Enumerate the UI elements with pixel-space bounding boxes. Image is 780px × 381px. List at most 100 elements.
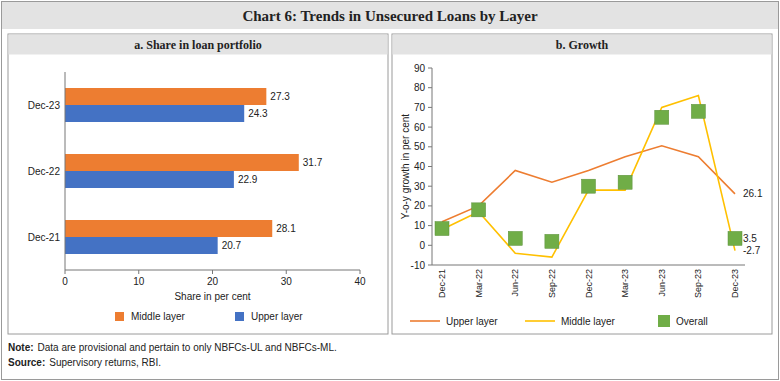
marker: [508, 231, 522, 245]
bar: [65, 171, 234, 188]
category-label: Dec-23: [28, 100, 61, 111]
tick: [65, 270, 66, 274]
marker: [545, 234, 559, 248]
category-label: Sep-23: [693, 269, 703, 298]
tick-label: 0: [419, 240, 425, 251]
category-label: Mar-23: [620, 269, 630, 298]
category-label: Dec-23: [730, 269, 740, 298]
tick-label: 50: [414, 141, 426, 152]
note: Note: Data are provisional and pertain to…: [8, 342, 337, 353]
marker: [472, 203, 486, 217]
data-label: 20.7: [222, 240, 242, 251]
tick-label: 70: [414, 102, 426, 113]
tick: [428, 245, 432, 246]
tick-label: 30: [414, 181, 426, 192]
tick-label: 40: [354, 276, 366, 287]
tick: [428, 107, 432, 108]
legend-swatch: [658, 315, 670, 327]
data-label: 22.9: [238, 174, 258, 185]
data-label: 3.5: [743, 233, 757, 244]
data-label: 27.3: [270, 91, 290, 102]
category-label: Dec-21: [28, 232, 61, 243]
legend-label: Upper layer: [446, 316, 498, 327]
tick: [428, 205, 432, 206]
panel-title: b. Growth: [556, 38, 609, 52]
panel-band: [393, 35, 772, 55]
tick-label: 30: [281, 276, 293, 287]
tick: [428, 166, 432, 167]
data-label: -2.7: [743, 245, 761, 256]
chart-root: Chart 6: Trends in Unsecured Loans by La…: [0, 0, 780, 381]
note-label: Note:: [8, 342, 34, 353]
tick: [212, 270, 213, 274]
line: [442, 146, 735, 222]
tick-label: 60: [414, 122, 426, 133]
frame: [2, 2, 779, 380]
tick: [360, 270, 361, 274]
marker: [435, 222, 449, 236]
axis-label: Y-o-y growth in per cent: [400, 114, 411, 219]
bars: [65, 88, 299, 254]
tick: [428, 87, 432, 88]
tick: [138, 270, 139, 274]
x-axis: [432, 265, 745, 266]
marker: [728, 231, 742, 245]
category-label: Mar-22: [474, 269, 484, 298]
tick-label: 0: [62, 276, 68, 287]
tick-label: 90: [414, 63, 426, 74]
marker: [691, 104, 705, 118]
data-label: 24.3: [248, 108, 268, 119]
bar: [65, 237, 218, 254]
legend-label: Middle layer: [561, 316, 616, 327]
legend-label: Upper layer: [251, 311, 303, 322]
source: Source:Supervisory returns, RBI.: [8, 357, 161, 368]
tick-label: -10: [411, 260, 426, 271]
series-group: [435, 96, 742, 258]
panel-band: [9, 35, 388, 55]
axis-label: Share in per cent: [174, 291, 250, 302]
tick-label: 10: [414, 220, 426, 231]
bar: [65, 220, 272, 237]
panel: [8, 34, 388, 334]
bar: [65, 88, 266, 105]
marker: [582, 179, 596, 193]
tick: [428, 68, 432, 69]
title: Chart 6: Trends in Unsecured Loans by La…: [242, 8, 538, 24]
category-label: Dec-21: [437, 269, 447, 298]
tick: [428, 225, 432, 226]
legend-swatch: [525, 320, 555, 322]
source-label: Source:: [8, 357, 45, 368]
legend-label: Middle layer: [131, 311, 186, 322]
data-label: 28.1: [276, 223, 296, 234]
category-label: Sep-22: [547, 269, 557, 298]
note-text: Data are provisional and pertain to only…: [38, 342, 337, 353]
category-label: Dec-22: [584, 269, 594, 298]
marker: [618, 175, 632, 189]
tick-label: 40: [414, 161, 426, 172]
category-label: Jun-23: [657, 269, 667, 297]
legend-swatch: [115, 312, 124, 321]
tick-label: 10: [133, 276, 145, 287]
legend-label: Overall: [676, 316, 708, 327]
category-label: Jun-22: [510, 269, 520, 297]
tick-label: 20: [207, 276, 219, 287]
data-label: 31.7: [303, 157, 323, 168]
legend-swatch: [410, 320, 440, 322]
tick-label: 20: [414, 200, 426, 211]
line: [442, 96, 735, 258]
legend-swatch: [235, 312, 244, 321]
header-band: [2, 2, 778, 29]
tick: [428, 127, 432, 128]
marker: [655, 110, 669, 124]
bar: [65, 105, 244, 122]
tick: [428, 186, 432, 187]
panel: [392, 34, 772, 334]
data-label: 26.1: [743, 188, 763, 199]
category-label: Dec-22: [28, 166, 61, 177]
tick-label: 80: [414, 82, 426, 93]
tick: [286, 270, 287, 274]
panel-title: a. Share in loan portfolio: [134, 38, 261, 52]
bar: [65, 154, 299, 171]
tick: [428, 146, 432, 147]
tick: [428, 265, 432, 266]
